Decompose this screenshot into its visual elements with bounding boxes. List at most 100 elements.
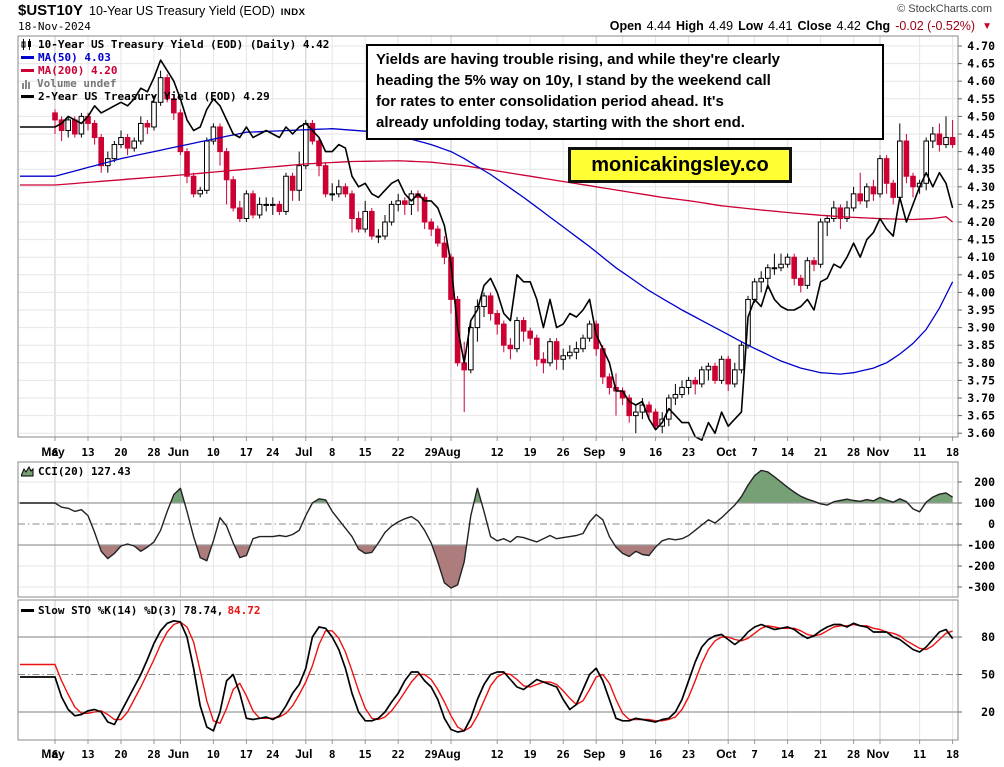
candle-body — [184, 151, 190, 177]
sto-legend-text-k: Slow STO %K(14) %D(3) 78.74, — [38, 604, 224, 617]
candle-body — [890, 182, 897, 198]
candle-body — [65, 119, 72, 131]
svg-text:14: 14 — [781, 446, 795, 459]
svg-text:3.85: 3.85 — [967, 338, 995, 352]
candle-body — [256, 203, 263, 216]
candle-body — [692, 379, 699, 385]
svg-text:4.10: 4.10 — [967, 250, 995, 264]
candle-body — [382, 221, 388, 237]
svg-text:29: 29 — [425, 446, 438, 459]
svg-text:10: 10 — [207, 748, 220, 761]
svg-text:3.75: 3.75 — [967, 373, 995, 387]
candle-body — [560, 355, 567, 360]
candle-body — [765, 267, 771, 279]
candle-body — [329, 193, 335, 196]
candle-body — [679, 386, 685, 395]
candle-body — [91, 122, 98, 139]
candle-body — [883, 158, 890, 184]
svg-text:4.35: 4.35 — [967, 162, 995, 176]
candle-body — [124, 137, 131, 149]
candle-body — [626, 397, 633, 417]
candle-body — [369, 210, 375, 237]
svg-text:Aug: Aug — [437, 445, 460, 459]
candle-body — [375, 235, 382, 238]
annotation-line: heading the 5% way on 10y, I stand by th… — [376, 72, 771, 89]
candles-series — [52, 70, 956, 434]
candle-body — [811, 260, 817, 265]
change-down-triangle-icon: ▼ — [982, 20, 992, 32]
svg-text:4.25: 4.25 — [967, 197, 995, 211]
legend-ma200: MA(200) 4.20 — [38, 64, 118, 77]
symbol-name: 10-Year US Treasury Yield (EOD) — [89, 4, 275, 18]
candle-body — [151, 101, 157, 128]
svg-text:16: 16 — [649, 446, 663, 459]
candle-body — [573, 348, 580, 353]
candle-body — [501, 323, 507, 346]
panel-borders — [17, 35, 959, 741]
candle-body — [738, 344, 745, 371]
cci-positive-fill — [20, 470, 953, 503]
candle-body — [487, 295, 494, 315]
svg-text:3.65: 3.65 — [967, 409, 995, 423]
svg-text:17: 17 — [240, 446, 253, 459]
candle-body — [514, 320, 520, 350]
candle-body — [850, 193, 857, 209]
svg-text:Jul: Jul — [295, 445, 312, 459]
candle-body — [421, 196, 428, 223]
candle-body — [237, 207, 243, 219]
candle-body — [296, 165, 302, 191]
svg-text:12: 12 — [491, 748, 504, 761]
candle-body — [448, 256, 454, 300]
cci-legend-text: CCI(20) 127.43 — [38, 465, 131, 478]
candle-body — [435, 228, 441, 244]
candle-body — [567, 351, 573, 357]
ma50-line — [20, 128, 954, 375]
chart-header: $UST10Y 10-Year US Treasury Yield (EOD) … — [18, 2, 305, 19]
annotation-line: already unfolding today, starting with t… — [376, 114, 745, 131]
chg-value: -0.02 (-0.52%) — [895, 19, 976, 33]
candle-body — [217, 126, 223, 153]
svg-text:15: 15 — [359, 748, 372, 761]
svg-text:Nov: Nov — [867, 747, 890, 761]
candle-body — [652, 411, 659, 427]
chg-label: Chg — [865, 19, 891, 33]
candle-body — [388, 203, 395, 223]
site-watermark: monicakingsley.co — [568, 147, 792, 183]
symbol: $UST10Y — [18, 2, 84, 19]
svg-text:80: 80 — [981, 630, 995, 644]
candle-body — [778, 263, 784, 269]
cci-line — [20, 469, 953, 589]
legend-volume: Volume undef — [37, 77, 117, 90]
svg-text:6: 6 — [52, 446, 59, 459]
sto-k-line — [20, 619, 954, 733]
candle-body — [468, 327, 474, 371]
svg-text:4.45: 4.45 — [967, 127, 995, 141]
svg-text:4.70: 4.70 — [967, 39, 995, 53]
candle-body — [144, 122, 151, 128]
ma200-dash-icon — [21, 69, 34, 72]
candle-body — [685, 379, 692, 388]
svg-text:22: 22 — [392, 446, 405, 459]
overlay-2y-line — [20, 59, 954, 442]
svg-text:4.60: 4.60 — [967, 74, 995, 88]
svg-text:11: 11 — [913, 748, 927, 761]
candle-body — [474, 305, 481, 329]
svg-text:50: 50 — [981, 668, 995, 682]
svg-text:10: 10 — [207, 446, 220, 459]
candle-body — [402, 200, 408, 205]
svg-text:23: 23 — [682, 446, 695, 459]
close-label: Close — [797, 19, 832, 33]
candle-body — [157, 77, 164, 103]
svg-text:Aug: Aug — [437, 747, 460, 761]
candle-body — [771, 267, 778, 270]
svg-text:28: 28 — [147, 446, 160, 459]
svg-text:Oct: Oct — [716, 445, 736, 459]
svg-text:16: 16 — [649, 748, 663, 761]
svg-text:6: 6 — [52, 748, 59, 761]
candle-body — [936, 133, 943, 146]
svg-text:Jul: Jul — [295, 747, 312, 761]
svg-text:26: 26 — [557, 748, 571, 761]
candle-body — [903, 140, 910, 177]
svg-text:20: 20 — [981, 705, 995, 719]
candle-body — [118, 137, 124, 146]
